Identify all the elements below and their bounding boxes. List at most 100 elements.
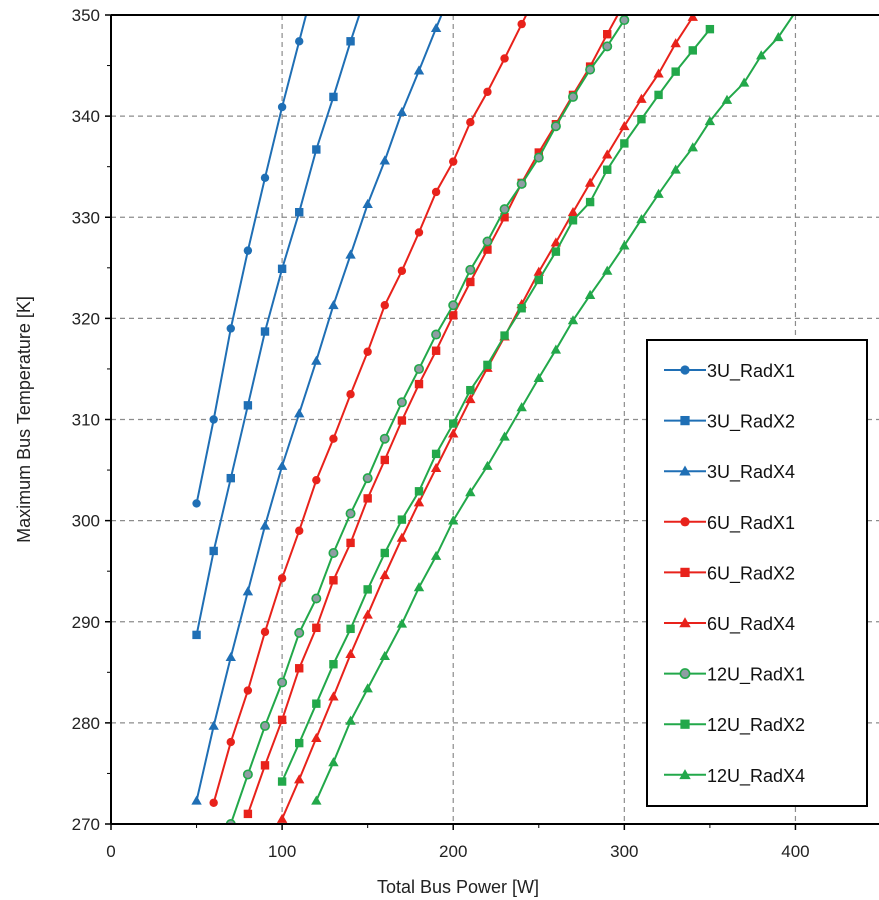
data-point <box>413 363 424 374</box>
data-point <box>680 365 690 375</box>
legend-label: 3U_RadX1 <box>707 361 795 382</box>
data-point <box>603 165 612 174</box>
data-point <box>397 515 407 524</box>
legend-item-6U_RadX4: 6U_RadX4 <box>664 614 795 635</box>
data-point <box>329 576 338 585</box>
data-point <box>312 145 321 154</box>
data-point <box>380 301 389 310</box>
data-point <box>500 331 509 340</box>
data-point <box>465 394 476 404</box>
series-12U_RadX1 <box>225 15 630 824</box>
data-point <box>379 155 390 165</box>
data-point <box>619 15 630 26</box>
data-point <box>687 142 698 152</box>
data-point <box>345 715 356 725</box>
legend-item-12U_RadX2: 12U_RadX2 <box>664 715 805 736</box>
data-point <box>277 715 287 725</box>
legend-item-3U_RadX1: 3U_RadX1 <box>664 361 795 382</box>
series-6U_RadX4 <box>276 15 698 823</box>
data-point <box>277 102 287 112</box>
data-point <box>680 517 690 527</box>
legend: 3U_RadX1 3U_RadX2 3U_RadX4 6U_RadX1 6U_RadX2… <box>646 339 868 807</box>
data-point <box>414 379 424 389</box>
series-layer <box>191 0 801 824</box>
data-point <box>276 813 288 823</box>
y-tick-label: 300 <box>72 512 100 531</box>
x-axis-title: Total Bus Power [W] <box>377 877 539 897</box>
data-point <box>243 401 253 410</box>
data-point <box>620 0 628 7</box>
legend-label: 3U_RadX2 <box>707 412 795 433</box>
data-point <box>226 473 235 483</box>
data-point <box>584 177 596 187</box>
data-point <box>431 187 441 197</box>
data-point <box>449 157 458 166</box>
data-point <box>533 372 544 382</box>
data-point <box>500 213 509 222</box>
data-point <box>679 465 691 476</box>
data-point <box>346 538 355 548</box>
data-point <box>670 164 681 174</box>
y-tick-label: 320 <box>72 309 100 328</box>
data-point <box>756 50 767 60</box>
data-point <box>362 683 373 693</box>
data-point <box>414 228 424 237</box>
legend-item-3U_RadX4: 3U_RadX4 <box>664 462 795 483</box>
data-point <box>619 121 630 131</box>
data-point <box>584 289 596 300</box>
data-point <box>413 497 425 507</box>
data-point <box>483 245 492 254</box>
data-point <box>362 473 373 484</box>
data-point <box>276 460 288 470</box>
data-point <box>448 300 459 311</box>
data-point <box>550 121 561 132</box>
data-point <box>345 648 356 659</box>
legend-item-3U_RadX2: 3U_RadX2 <box>664 412 795 433</box>
data-point <box>328 757 339 767</box>
data-point <box>380 455 389 465</box>
data-point <box>680 415 690 426</box>
data-point <box>773 32 784 42</box>
data-point <box>226 324 235 333</box>
data-point <box>585 197 595 207</box>
data-point <box>277 574 287 583</box>
data-point <box>550 237 562 247</box>
series-line <box>281 16 694 820</box>
data-point <box>448 515 459 525</box>
data-point <box>209 546 218 556</box>
data-point <box>396 397 407 408</box>
data-point <box>466 385 475 395</box>
data-point <box>620 139 629 148</box>
data-point <box>225 651 236 662</box>
data-point <box>483 87 492 97</box>
data-point <box>329 660 338 669</box>
data-point <box>328 547 339 558</box>
series-line <box>246 15 619 815</box>
data-point <box>413 65 425 75</box>
data-point <box>670 38 681 48</box>
legend-label: 12U_RadX2 <box>707 715 805 736</box>
data-point <box>311 355 322 365</box>
data-point <box>679 769 691 780</box>
data-point <box>500 54 509 63</box>
data-point <box>379 650 390 661</box>
data-point <box>671 67 680 76</box>
data-point <box>705 24 715 34</box>
data-point <box>567 206 579 217</box>
data-point <box>192 499 201 508</box>
data-point <box>295 738 304 748</box>
data-point <box>294 774 305 784</box>
data-point <box>277 677 288 688</box>
x-tick-label: 0 <box>106 842 115 861</box>
data-point <box>396 532 408 542</box>
data-point <box>209 415 218 424</box>
x-tick-label: 400 <box>781 842 809 861</box>
data-point <box>679 617 691 628</box>
data-point <box>516 178 527 189</box>
data-point <box>295 526 304 535</box>
x-tick-label: 200 <box>439 842 467 861</box>
data-point <box>294 408 305 418</box>
series-3U_RadX4 <box>191 15 443 805</box>
data-point <box>679 668 691 680</box>
